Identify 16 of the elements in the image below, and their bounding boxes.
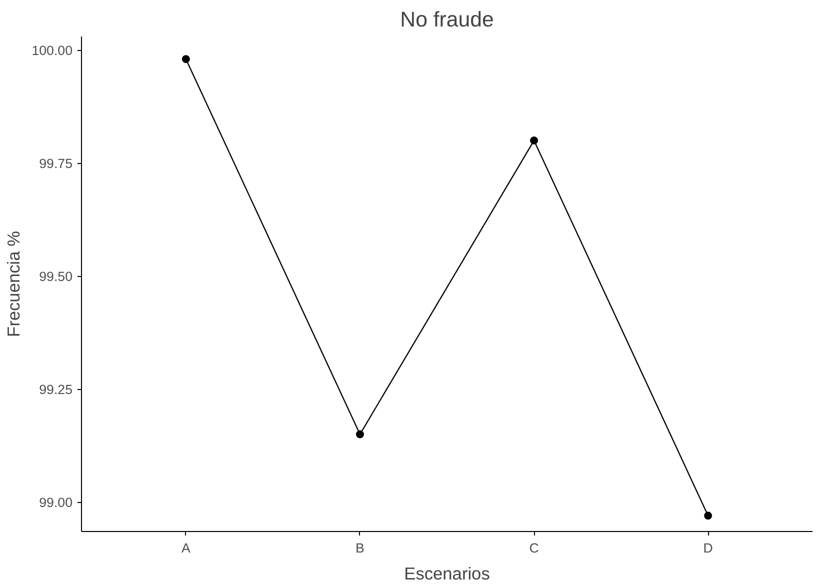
y-tick-label: 99.25 xyxy=(39,382,73,398)
point xyxy=(530,136,538,144)
x-tick-label: A xyxy=(181,540,190,556)
x-tick-label: B xyxy=(356,540,365,556)
y-tick-label: 99.50 xyxy=(39,269,73,284)
point xyxy=(356,430,364,438)
point xyxy=(182,55,190,64)
x-axis-title: Escenarios xyxy=(404,564,490,584)
x-tick-label: D xyxy=(703,540,713,556)
y-tick-label: 99.75 xyxy=(39,156,73,172)
y-tick-label: 100.00 xyxy=(32,43,72,58)
chart-title: No fraude xyxy=(400,8,494,32)
point xyxy=(704,512,712,520)
x-tick-label: C xyxy=(529,540,540,556)
y-axis-title: Frecuencia % xyxy=(4,231,24,337)
y-tick-label: 99.00 xyxy=(39,495,73,510)
